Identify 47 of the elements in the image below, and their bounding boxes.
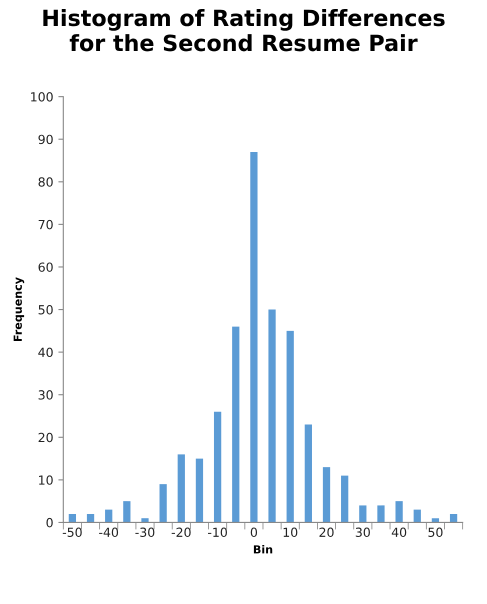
bar <box>196 458 204 522</box>
bar <box>341 476 348 522</box>
bar <box>160 484 167 522</box>
x-tick-label: -50 <box>62 528 82 537</box>
x-axis-title: Bin <box>254 544 272 554</box>
bar <box>414 510 421 522</box>
bar <box>322 467 330 522</box>
y-tick-label: 10 <box>39 475 53 485</box>
y-tick-label: 40 <box>38 348 53 358</box>
bar <box>141 518 149 522</box>
x-tick-label: 50 <box>428 528 443 537</box>
y-tick-label: 100 <box>31 92 53 102</box>
y-tick-label: 60 <box>38 262 53 272</box>
y-axis-title: Frequency <box>14 277 24 342</box>
bar <box>450 514 458 522</box>
x-tick-label: 0 <box>250 528 258 537</box>
y-tick-label: 20 <box>38 432 53 442</box>
x-tick-label: 30 <box>356 528 370 537</box>
bar <box>432 518 440 522</box>
bar <box>214 412 222 522</box>
y-tick-label: 30 <box>38 390 53 400</box>
x-tick-label: 10 <box>284 528 298 537</box>
x-tick-label: 40 <box>392 528 406 537</box>
y-tick-label: 0 <box>46 518 53 528</box>
bar <box>178 454 185 522</box>
x-tick-label: -30 <box>135 528 154 537</box>
x-tick-label: -40 <box>99 528 118 537</box>
y-tick-label: 90 <box>38 134 53 144</box>
bar <box>68 514 76 522</box>
y-tick-label: 50 <box>38 305 53 314</box>
bar <box>86 514 94 522</box>
bar <box>377 505 385 522</box>
bar <box>105 510 112 522</box>
bar <box>232 326 240 522</box>
bar <box>395 501 403 522</box>
bar <box>268 310 276 522</box>
bar <box>359 505 366 522</box>
bar <box>286 330 294 522</box>
y-tick-label: 70 <box>38 220 53 230</box>
x-tick-label: -10 <box>208 528 227 537</box>
bar <box>250 152 258 522</box>
y-tick-label: 80 <box>38 177 53 187</box>
x-tick-label: 20 <box>319 528 334 537</box>
bar <box>304 424 312 522</box>
chart-title: Histogram of Rating Differences for the Second Resume Pair <box>43 9 445 52</box>
bar <box>123 501 130 522</box>
x-tick-label: -20 <box>172 528 191 537</box>
